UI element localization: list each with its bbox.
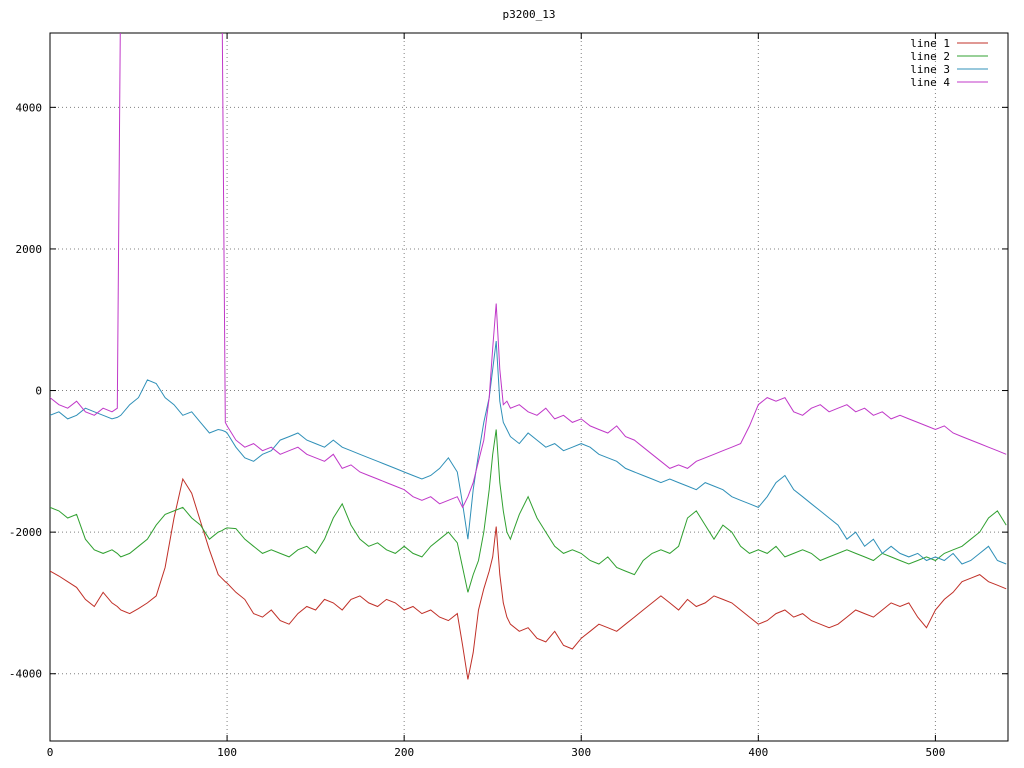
legend-label-4: line 4 bbox=[910, 76, 950, 89]
x-tick-label: 400 bbox=[748, 746, 768, 759]
y-tick-label: -2000 bbox=[9, 526, 42, 539]
series-line-4 bbox=[50, 33, 1007, 509]
legend-label-2: line 2 bbox=[910, 50, 950, 63]
legend-label-3: line 3 bbox=[910, 63, 950, 76]
y-tick-label: 4000 bbox=[16, 101, 43, 114]
series-line-1 bbox=[50, 477, 1007, 680]
legend-label-1: line 1 bbox=[910, 37, 950, 50]
x-tick-label: 500 bbox=[925, 746, 945, 759]
x-tick-label: 100 bbox=[217, 746, 237, 759]
x-tick-label: 200 bbox=[394, 746, 414, 759]
y-tick-label: 0 bbox=[35, 385, 42, 398]
y-tick-label: -4000 bbox=[9, 668, 42, 681]
x-tick-label: 300 bbox=[571, 746, 591, 759]
series-line-2 bbox=[50, 429, 1007, 593]
x-tick-label: 0 bbox=[47, 746, 54, 759]
chart-title: p3200_13 bbox=[502, 8, 556, 21]
y-tick-label: 2000 bbox=[16, 243, 43, 256]
plot-border bbox=[49, 32, 1009, 742]
series-line-3 bbox=[50, 340, 1007, 565]
